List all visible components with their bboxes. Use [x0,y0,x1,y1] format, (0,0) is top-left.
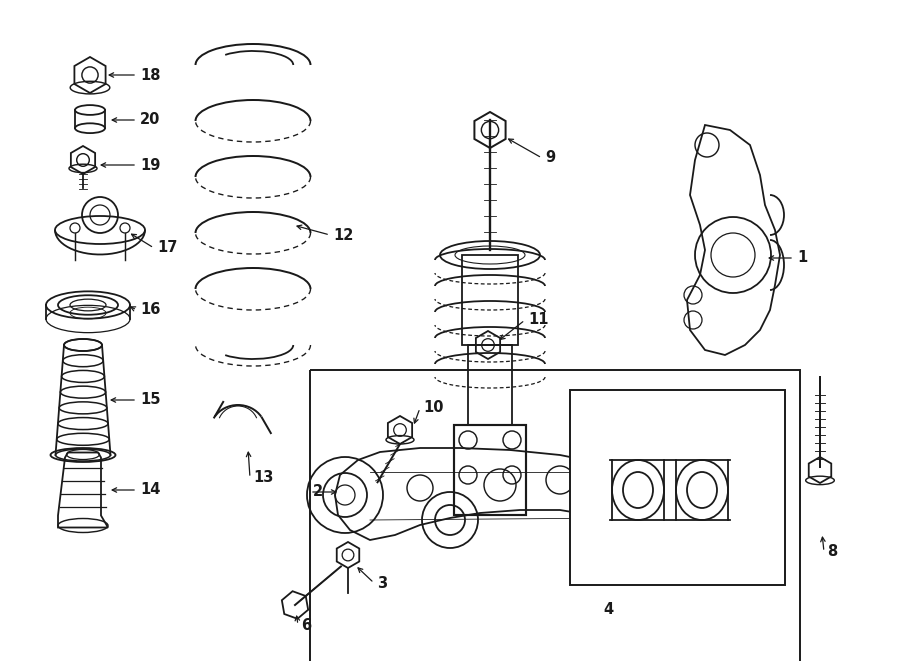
Text: 3: 3 [377,576,387,590]
Text: 20: 20 [140,112,160,128]
Text: 16: 16 [140,303,160,317]
Text: 6: 6 [301,617,311,633]
Text: 7: 7 [767,545,777,559]
Text: 1: 1 [797,251,807,266]
Text: 15: 15 [140,393,160,407]
Text: 18: 18 [140,67,160,83]
Text: 8: 8 [827,545,837,559]
Text: 12: 12 [333,227,354,243]
Bar [454,425,526,515]
Text: 4: 4 [603,602,613,617]
Bar [468,345,512,425]
Bar [570,390,785,585]
Text: 9: 9 [545,151,555,165]
Text: 17: 17 [157,241,177,256]
Text: 11: 11 [528,313,548,327]
Text: 13: 13 [253,471,274,485]
Text: 2: 2 [313,485,323,500]
Bar [462,255,518,345]
Text: 19: 19 [140,157,160,173]
Text: 5: 5 [703,500,713,516]
Bar [310,370,800,661]
Text: 10: 10 [423,401,444,416]
Text: 14: 14 [140,483,160,498]
